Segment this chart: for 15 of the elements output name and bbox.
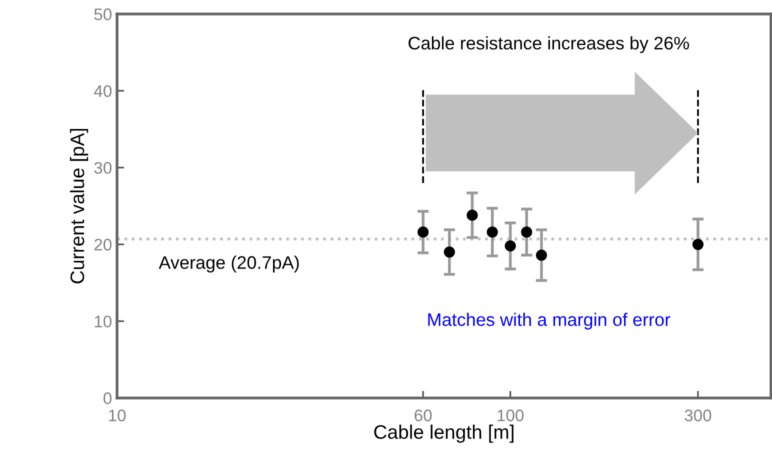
y-axis-title: Current value [pA] xyxy=(70,129,88,284)
y-tick-label: 0 xyxy=(104,392,112,404)
x-axis-title: Cable length [m] xyxy=(374,424,514,443)
annotation: Cable resistance increases by 26% xyxy=(408,36,690,54)
x-tick-label: 300 xyxy=(684,410,712,422)
x-tick-label: 10 xyxy=(109,410,126,422)
y-tick-label: 30 xyxy=(94,162,112,174)
y-tick-label: 40 xyxy=(94,85,112,97)
x-tick-label: 60 xyxy=(414,410,432,422)
annotation: Matches with a margin of error xyxy=(428,312,670,330)
y-tick-label: 20 xyxy=(94,238,112,251)
y-tick-label: 10 xyxy=(94,316,112,328)
x-tick-label: 100 xyxy=(498,410,524,422)
y-tick-label: 50 xyxy=(94,8,112,20)
ref-line-label: Average (20.7pA) xyxy=(158,256,299,273)
